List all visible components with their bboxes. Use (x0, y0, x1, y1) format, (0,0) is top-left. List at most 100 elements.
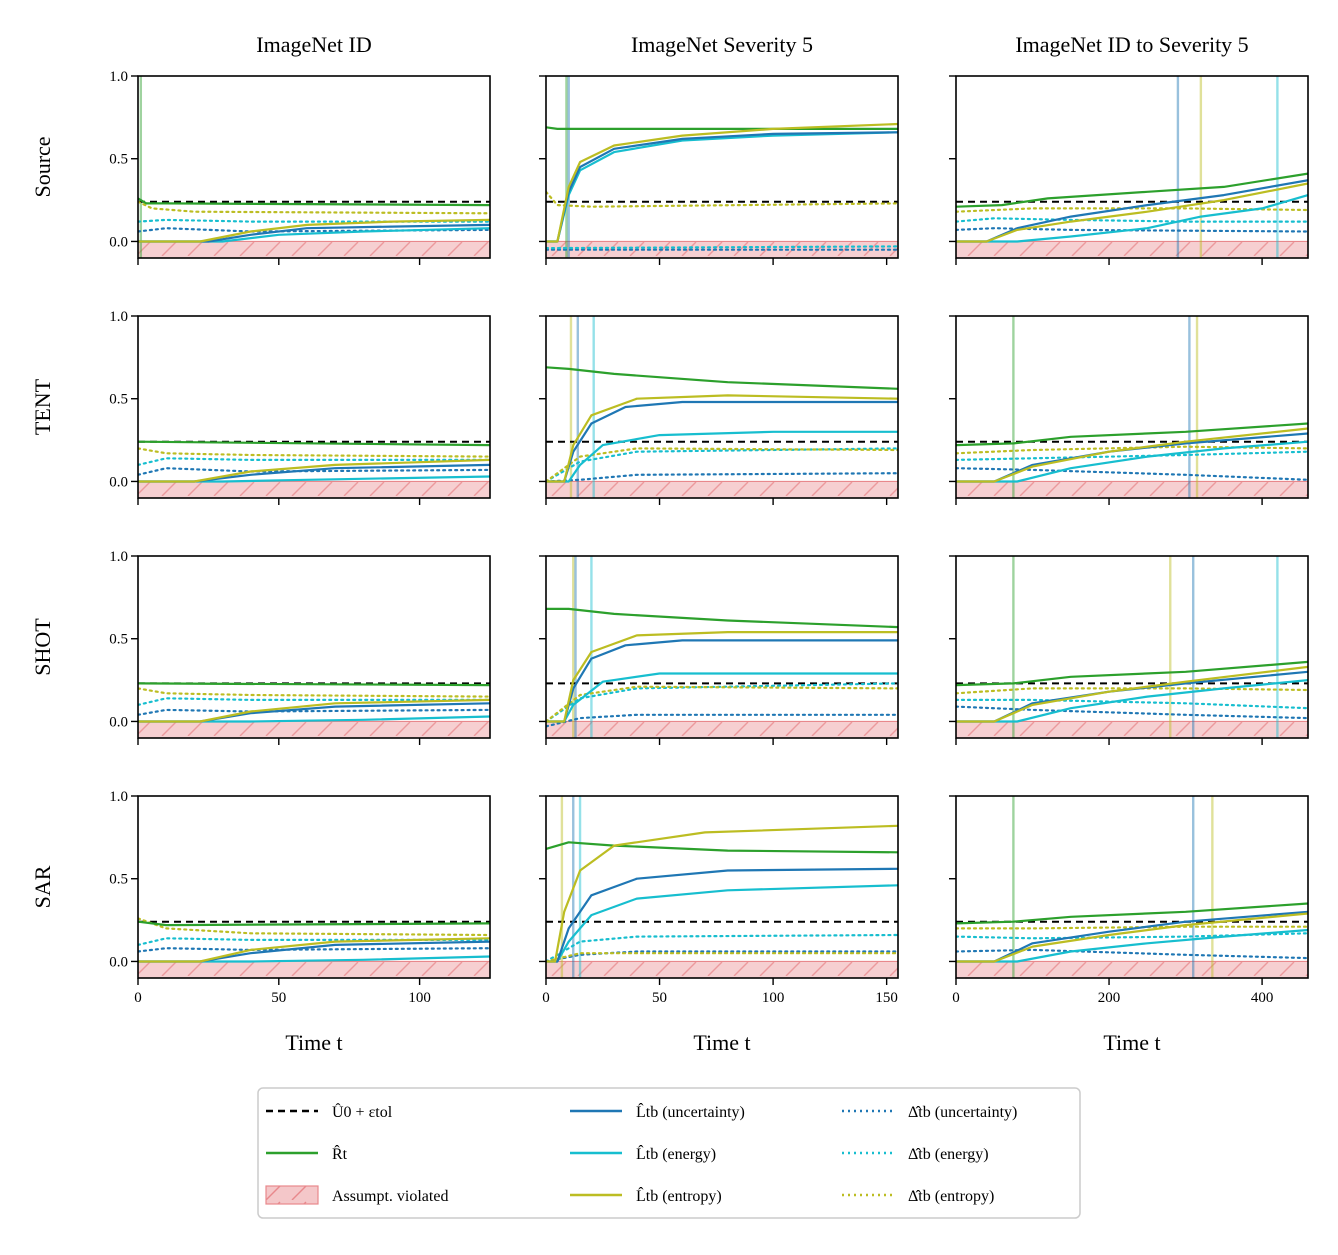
violated-region (956, 241, 1308, 258)
xtick-label: 50 (652, 990, 667, 1006)
xtick-label: 100 (408, 990, 431, 1006)
violated-region (138, 721, 490, 738)
xtick-label: 0 (134, 990, 142, 1006)
legend-item-violated: Assumpt. violated (265, 1185, 448, 1205)
panel-sar-2: 0 200 400 Time t (949, 795, 1309, 1055)
panel-tent-1 (539, 315, 899, 505)
series-D_entropy (546, 952, 898, 963)
series-D_energy (546, 245, 898, 250)
ytick-label: 0.0 (109, 954, 128, 970)
panel-frame (137, 315, 491, 499)
xtick-label: 100 (762, 990, 785, 1006)
legend-item-L_entropy: L̂tb (entropy) (570, 1186, 722, 1205)
series-L_entropy (546, 824, 898, 963)
series-L_entropy (956, 912, 1308, 963)
series-risk (956, 422, 1308, 447)
series-L_unc (546, 867, 898, 963)
series-L_entropy (956, 665, 1308, 723)
panel-shot-2 (949, 555, 1309, 745)
series-D_energy (546, 682, 898, 723)
panel-frame (955, 795, 1309, 979)
violated-region (138, 481, 490, 498)
legend-label: Δ̂tb (energy) (908, 1146, 989, 1163)
series-risk (138, 920, 490, 927)
series-D_entropy (138, 447, 490, 458)
xtick-label: 400 (1251, 990, 1274, 1006)
plot-area (956, 556, 1308, 738)
plot-area (956, 796, 1308, 978)
series-D_unc (956, 467, 1308, 481)
violated-region (138, 241, 490, 258)
x-axis-label: Time t (1103, 1030, 1160, 1055)
violated-region (546, 961, 898, 978)
series-L_entropy (546, 394, 898, 483)
plot-area (546, 76, 898, 258)
series-L_energy (546, 884, 898, 963)
legend-swatch (265, 1185, 319, 1205)
series-risk (956, 172, 1308, 208)
plot-area (956, 76, 1308, 258)
series-D_entropy (956, 207, 1308, 213)
panel-tent-2 (949, 315, 1309, 505)
series-risk (956, 902, 1308, 925)
panel-sar-1: 0 50 100 150 Time t (539, 795, 899, 1055)
plot-area (546, 556, 898, 738)
xtick-label: 0 (542, 990, 550, 1006)
ytick-label: 1.0 (109, 549, 128, 565)
ytick-label: 0.0 (109, 234, 128, 250)
legend-item-D_energy: Δ̂tb (energy) (842, 1146, 989, 1163)
panel-tent-0: 1.0 0.5 0.0 (109, 309, 491, 505)
legend: Û0 + εtol R̂t Assumpt. violated L̂tb (uncer… (257, 1087, 1081, 1219)
series-D_energy (138, 218, 490, 223)
series-D_unc (956, 227, 1308, 233)
series-D_entropy (956, 687, 1308, 695)
xtick-label: 50 (271, 990, 286, 1006)
x-axis-label: Time t (693, 1030, 750, 1055)
xtick-label: 150 (875, 990, 898, 1006)
legend-frame (257, 1087, 1081, 1219)
panel-frame (545, 75, 899, 259)
series-L_entropy (138, 937, 490, 963)
legend-item-bound: Û0 + εtol (266, 1102, 393, 1121)
plot-area (138, 917, 490, 978)
column-title: ImageNet ID to Severity 5 (1015, 32, 1248, 57)
panel-sar-0: 1.0 0.5 0.0 0 50 100 Time t (109, 789, 491, 1055)
plot-area (546, 796, 898, 978)
row-label: SAR (30, 865, 55, 908)
series-risk (546, 366, 898, 390)
legend-label: L̂tb (energy) (636, 1144, 716, 1163)
series-D_energy (956, 450, 1308, 461)
legend-item-risk: R̂t (266, 1144, 348, 1163)
series-L_entropy (956, 182, 1308, 243)
legend-label: L̂tb (uncertainty) (636, 1102, 745, 1121)
plot-area (546, 316, 898, 498)
ytick-label: 0.0 (109, 714, 128, 730)
legend-label: R̂t (332, 1144, 348, 1163)
panel-frame (955, 555, 1309, 739)
legend-label: Δ̂tb (entropy) (908, 1188, 994, 1205)
series-D_energy (956, 698, 1308, 710)
series-L_entropy (956, 427, 1308, 483)
series-D_entropy (956, 925, 1308, 930)
panel-shot-0: 1.0 0.5 0.0 (109, 549, 491, 745)
series-L_entropy (138, 458, 490, 483)
series-L_entropy (546, 631, 898, 723)
plot-area (138, 440, 490, 498)
ytick-label: 0.5 (109, 152, 128, 168)
series-risk (546, 126, 898, 130)
series-L_unc (546, 639, 898, 723)
series-D_unc (546, 472, 898, 483)
ytick-label: 1.0 (109, 789, 128, 805)
series-risk (138, 197, 490, 207)
x-axis-label: Time t (285, 1030, 342, 1055)
series-risk (956, 660, 1308, 687)
column-title: ImageNet ID (256, 32, 371, 57)
violated-region (956, 721, 1308, 738)
series-L_energy (956, 928, 1308, 963)
panel-frame (137, 555, 491, 739)
panel-frame (137, 795, 491, 979)
series-risk (138, 682, 490, 687)
panel-frame (545, 795, 899, 979)
